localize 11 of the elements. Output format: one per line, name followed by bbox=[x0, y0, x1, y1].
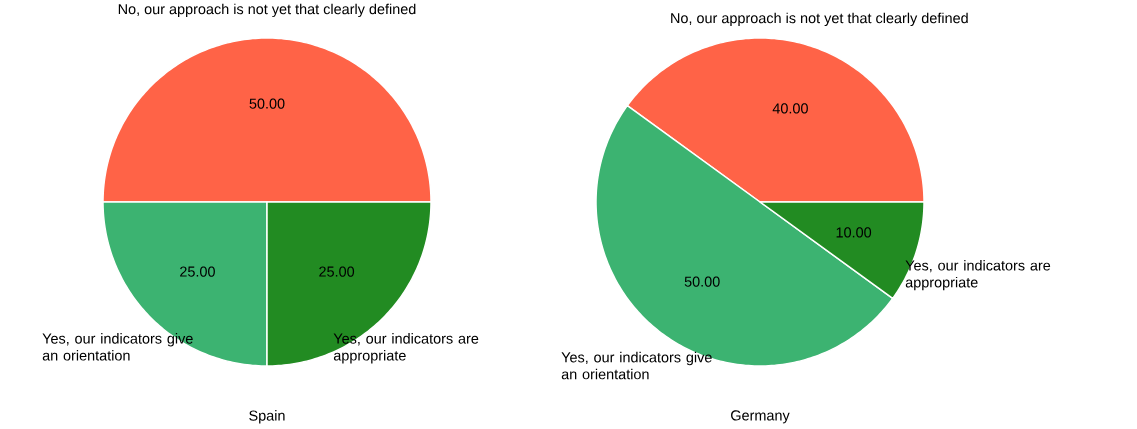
text: Spain bbox=[249, 410, 285, 424]
data-label: 25.00 bbox=[319, 266, 355, 277]
data-label: 10.00 bbox=[836, 227, 872, 238]
data-label: 40.00 bbox=[772, 103, 808, 114]
slice-label: Yes, our indicators give an orientation bbox=[561, 351, 712, 380]
text: Germany bbox=[731, 410, 790, 424]
data-label: 50.00 bbox=[684, 276, 720, 287]
slice-label: No, our approach is not yet that clearly defined bbox=[671, 12, 968, 27]
data-label: 25.00 bbox=[180, 266, 215, 277]
data-label: 50.00 bbox=[249, 98, 285, 109]
slice-label: No, our approach is not yet that clearly defined bbox=[118, 3, 416, 18]
